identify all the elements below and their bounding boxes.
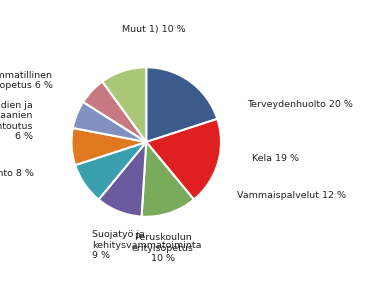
Text: Kela 19 %: Kela 19 %	[252, 154, 300, 163]
Text: Suojatyö ja
kehitysvammatoiminta
9 %: Suojatyö ja kehitysvammatoiminta 9 %	[92, 230, 202, 260]
Wedge shape	[99, 142, 146, 217]
Wedge shape	[83, 82, 146, 142]
Text: Peruskoulun
erityisopetus
10 %: Peruskoulun erityisopetus 10 %	[132, 233, 193, 263]
Wedge shape	[146, 67, 217, 142]
Wedge shape	[102, 67, 146, 142]
Wedge shape	[71, 128, 146, 165]
Wedge shape	[73, 102, 146, 142]
Wedge shape	[142, 142, 194, 217]
Text: Terveydenhuolto 20 %: Terveydenhuolto 20 %	[247, 100, 353, 109]
Text: Vammaispalvelut 12 %: Vammaispalvelut 12 %	[238, 191, 346, 200]
Text: Sotainvalidien ja
veteraanien
kuntoutus
6 %: Sotainvalidien ja veteraanien kuntoutus …	[0, 101, 33, 141]
Text: Muut 1) 10 %: Muut 1) 10 %	[122, 25, 186, 34]
Text: Työhallinto 8 %: Työhallinto 8 %	[0, 169, 34, 178]
Wedge shape	[146, 119, 221, 200]
Text: Ammatillinen
erityisopetus 6 %: Ammatillinen erityisopetus 6 %	[0, 71, 53, 90]
Wedge shape	[75, 142, 146, 200]
